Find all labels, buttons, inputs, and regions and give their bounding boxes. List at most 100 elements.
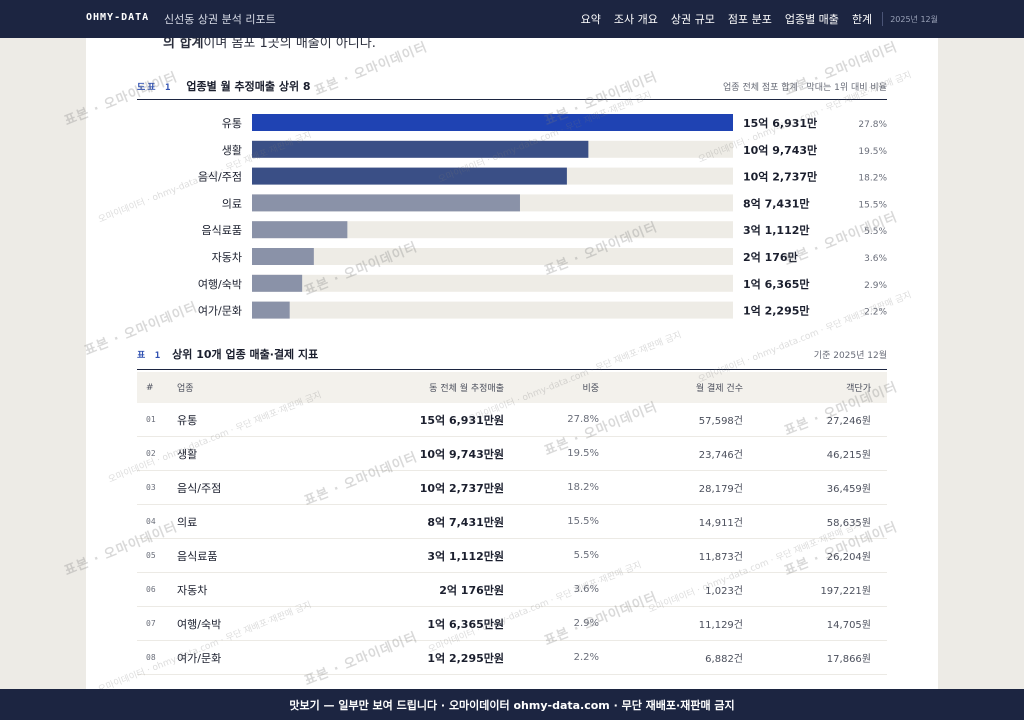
nav-menu: 요약 조사 개요 상권 규모 점포 분포 업종별 매출 한계 2025년 12월 (581, 0, 1024, 38)
category-label: 여행/숙박 (198, 278, 242, 291)
category-label: 유통 (222, 117, 242, 130)
bar-track (252, 248, 733, 265)
col-count: 월 결제 건수 (695, 384, 743, 394)
row-avg-price: 46,215원 (826, 450, 871, 461)
row-category: 유통 (177, 413, 198, 427)
nav-item-scale[interactable]: 상권 규모 (670, 13, 715, 26)
intro-bold: 의 합계 (163, 38, 204, 51)
bar (252, 140, 589, 158)
row-index: 03 (146, 483, 156, 492)
figure-note: 업종 전체 점포 합계 · 막대는 1위 대비 비율 (723, 83, 887, 93)
nav-item-sales[interactable]: 업종별 매출 (784, 13, 839, 26)
nav-item-distribution[interactable]: 점포 분포 (727, 13, 772, 26)
row-share: 19.5% (567, 448, 599, 459)
figure-title: 업종별 월 추정매출 상위 8 (186, 80, 311, 93)
row-index: 02 (146, 449, 156, 458)
table-row: 02 생활 10억 9,743만원 19.5% 23,746건 46,215원 (137, 437, 887, 471)
brand-logo[interactable]: OHMY-DATA (86, 12, 150, 23)
col-avg: 객단가 (846, 384, 871, 394)
row-avg-price: 58,635원 (826, 518, 871, 529)
table-header: 표 1 상위 10개 업종 매출·결제 지표 기준 2025년 12월 (137, 346, 887, 362)
intro-rest: 이며 몸포 1곳의 매출이 아니다. (203, 38, 376, 51)
row-count: 28,179건 (698, 484, 743, 495)
row-share: 15.5% (567, 516, 599, 527)
value-label: 10억 9,743만 (743, 143, 817, 157)
row-share: 2.9% (573, 618, 599, 629)
top-navbar: OHMY-DATA 신선동 상권 분석 리포트 요약 조사 개요 상권 규모 점… (0, 0, 1024, 38)
category-label: 생활 (222, 143, 242, 157)
row-count: 6,882건 (705, 654, 743, 665)
row-category: 생활 (177, 447, 198, 461)
category-label: 음식/주점 (198, 171, 242, 184)
row-category: 자동차 (177, 583, 208, 597)
row-index: 07 (146, 619, 156, 628)
row-category: 음식료품 (177, 549, 218, 563)
row-category: 여행/숙박 (177, 617, 222, 631)
table-row: 06 자동차 2억 176만원 3.6% 1,023건 197,221원 (137, 573, 887, 607)
row-sales: 10억 9,743만원 (419, 447, 504, 461)
col-share: 비중 (582, 384, 599, 394)
report-date: 2025년 12월 (890, 14, 938, 24)
col-sales: 동 전체 월 추정매출 (429, 384, 504, 394)
share-label: 27.8% (858, 120, 887, 130)
report-subtitle: 신선동 상권 분석 리포트 (164, 13, 276, 26)
nav-item-limits[interactable]: 한계 (851, 13, 873, 26)
row-count: 23,746건 (698, 450, 743, 461)
row-category: 여가/문화 (177, 651, 222, 665)
bar-track (252, 274, 733, 292)
row-share: 3.6% (573, 584, 599, 595)
bar-track (252, 301, 733, 319)
category-label: 의료 (222, 197, 242, 210)
bar (252, 167, 567, 185)
sales-bar-chart: 유통 15억 6,931만 27.8% 생활 10억 9,743만 19.5% 음식/주점 1… (198, 114, 887, 319)
table-body: 01 유통 15억 6,931만원 27.8% 57,598건 27,246원 02 생활 10… (137, 403, 887, 675)
row-sales: 8억 7,431만원 (427, 515, 504, 529)
row-index: 01 (146, 415, 156, 424)
row-count: 11,873건 (698, 552, 743, 563)
bar (252, 114, 733, 131)
row-share: 2.2% (573, 652, 599, 663)
table-head-row: # 업종 동 전체 월 추정매출 비중 월 결제 건수 객단가 (137, 372, 887, 403)
row-avg-price: 14,705원 (826, 620, 871, 631)
table-tag: 표 1 (137, 351, 163, 361)
table-note: 기준 2025년 12월 (813, 351, 887, 361)
row-sales: 1억 2,295만원 (427, 651, 504, 665)
row-count: 14,911건 (698, 518, 743, 529)
bar (252, 248, 314, 265)
row-sales: 3억 1,112만원 (427, 549, 504, 563)
row-avg-price: 27,246원 (826, 416, 871, 427)
row-count: 11,129건 (698, 620, 743, 631)
nav-item-summary[interactable]: 요약 (580, 13, 601, 26)
intro-paragraph-cut: 의 합계이며 몸포 1곳의 매출이 아니다. (163, 38, 376, 51)
row-avg-price: 26,204원 (826, 552, 871, 563)
row-avg-price: 197,221원 (820, 586, 871, 597)
table-title: 상위 10개 업종 매출·결제 지표 (172, 348, 319, 361)
row-share: 18.2% (567, 482, 599, 493)
row-sales: 15억 6,931만원 (419, 413, 504, 427)
nav-item-overview[interactable]: 조사 개요 (613, 13, 658, 26)
row-index: 08 (146, 653, 156, 662)
category-label: 여가/문화 (198, 305, 242, 318)
share-label: 19.5% (858, 147, 887, 157)
row-sales: 1억 6,365만원 (427, 617, 504, 631)
row-avg-price: 17,866원 (826, 654, 871, 665)
bar (252, 221, 348, 239)
table-row: 05 음식료품 3억 1,112만원 5.5% 11,873건 26,204원 (137, 539, 887, 573)
row-share: 5.5% (573, 550, 599, 561)
value-label: 10억 2,737만 (743, 170, 817, 184)
row-index: 05 (146, 551, 156, 560)
row-category: 음식/주점 (177, 481, 222, 495)
figure-tag: 도표 1 (137, 83, 173, 93)
row-count: 1,023건 (705, 586, 743, 597)
bar-track (252, 221, 733, 239)
table-rule (137, 369, 887, 370)
table-row: 07 여행/숙박 1억 6,365만원 2.9% 11,129건 14,705원 (137, 607, 887, 641)
row-index: 06 (146, 585, 156, 594)
preview-banner: 맛보기 — 일부만 보여 드립니다 · 오마이데이터 ohmy-data.com… (0, 689, 1024, 720)
value-label: 2억 176만 (743, 250, 798, 264)
table-row: 04 의료 8억 7,431만원 15.5% 14,911건 58,635원 (137, 505, 887, 539)
col-idx: # (146, 382, 154, 393)
value-label: 1억 2,295만 (743, 304, 810, 318)
row-avg-price: 36,459원 (826, 484, 871, 495)
table-row: 08 여가/문화 1억 2,295만원 2.2% 6,882건 17,866원 (137, 641, 887, 675)
